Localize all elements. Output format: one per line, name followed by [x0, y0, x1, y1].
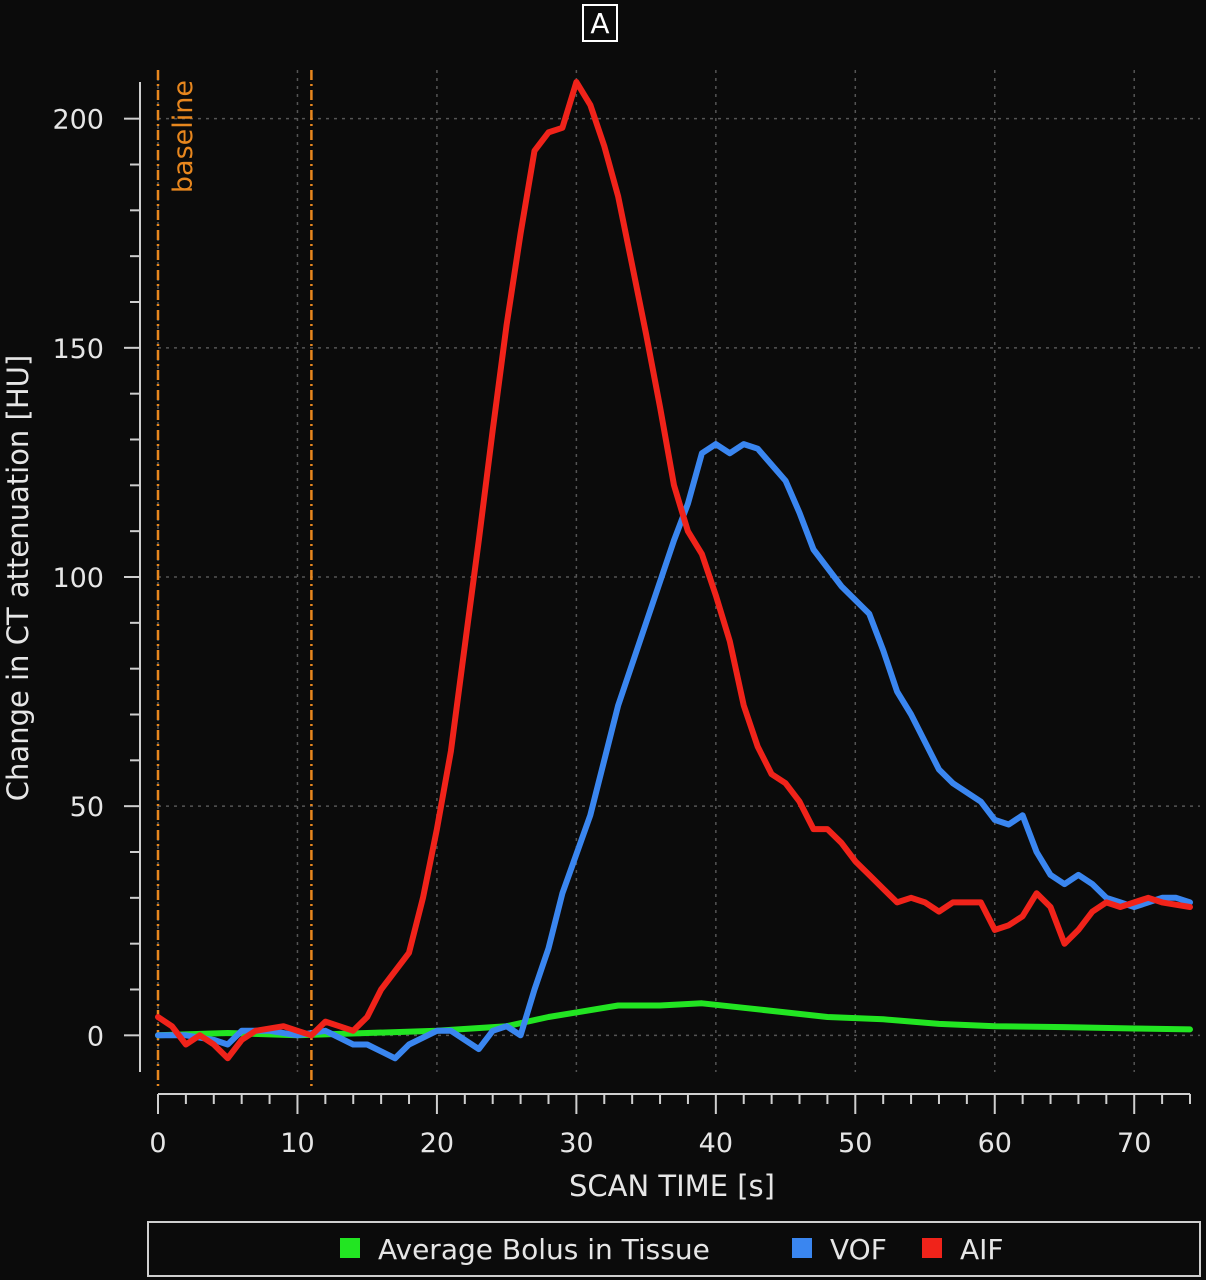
series-line-average-bolus-in-tissue [155, 1000, 1193, 1039]
legend-items: Average Bolus in Tissue VOF AIF [340, 1233, 1004, 1266]
x-tick-label: 30 [559, 1128, 593, 1159]
series-line-vof [155, 441, 1193, 1062]
x-tick-label: 50 [838, 1128, 872, 1159]
legend-swatch-average-bolus-in-tissue [340, 1238, 360, 1258]
y-tick-label: 100 [52, 563, 104, 594]
legend-swatch-vof [792, 1238, 812, 1258]
x-tick-label: 20 [420, 1128, 454, 1159]
x-axis-title: SCAN TIME [s] [569, 1169, 775, 1203]
panel-label: A [590, 7, 609, 40]
x-tick-label: 40 [699, 1128, 733, 1159]
legend-label-vof: VOF [830, 1233, 887, 1266]
series-line-aif [155, 79, 1193, 1062]
baseline-annotation: baseline [168, 80, 199, 193]
baseline-markers: baseline [156, 70, 313, 1090]
legend-label-aif: AIF [960, 1233, 1004, 1266]
y-tick-label: 50 [70, 792, 104, 823]
x-tick-label: 70 [1117, 1128, 1151, 1159]
x-tick-label: 0 [149, 1128, 166, 1159]
y-axis-title: Change in CT attenuation [HU] [1, 355, 35, 801]
legend-swatch-aif [922, 1238, 942, 1258]
axes: 0 50 100 150 200 0 10 20 30 40 50 60 70 [52, 82, 1191, 1159]
legend: Average Bolus in Tissue VOF AIF [147, 1221, 1201, 1277]
legend-frame [147, 1221, 1201, 1277]
panel-label-frame [582, 4, 618, 42]
panel-label-box: A [582, 4, 618, 42]
y-tick-label: 150 [52, 334, 104, 365]
x-tick-label: 10 [280, 1128, 314, 1159]
y-tick-label: 0 [87, 1021, 104, 1052]
legend-label-average-bolus-in-tissue: Average Bolus in Tissue [378, 1233, 710, 1266]
series-lines [155, 79, 1193, 1062]
y-tick-label: 200 [52, 105, 104, 136]
x-tick-label: 60 [978, 1128, 1012, 1159]
